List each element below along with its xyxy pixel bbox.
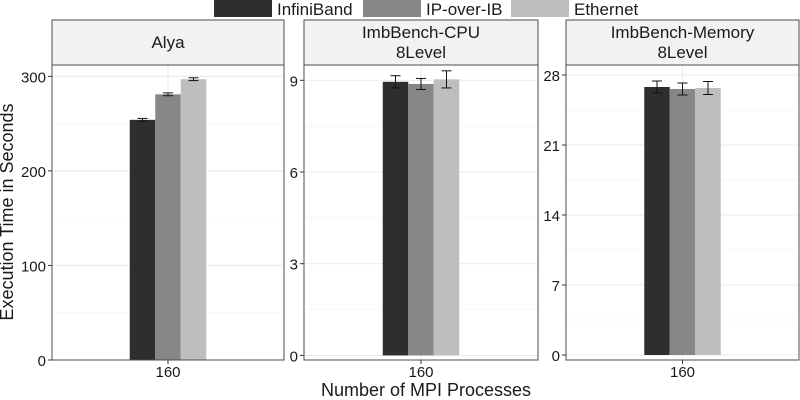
y-tick-label: 28 bbox=[543, 68, 560, 85]
legend-key-ip-over-ib bbox=[363, 0, 421, 17]
y-tick-label: 0 bbox=[552, 348, 560, 365]
legend-label-ip-over-ib: IP-over-IB bbox=[426, 0, 503, 19]
legend-key-infiniband bbox=[214, 0, 272, 17]
panel-alya: Alya 0 100 200 300 160 bbox=[21, 19, 285, 381]
bar-ethernet bbox=[180, 79, 207, 361]
bar-infiniband bbox=[382, 81, 409, 356]
panel-border bbox=[51, 64, 285, 361]
panel-title: ImbBench-Memory bbox=[611, 23, 755, 42]
legend-key-ethernet bbox=[511, 0, 569, 17]
panel-title: 8Level bbox=[657, 43, 707, 62]
y-tick-label: 0 bbox=[290, 348, 298, 365]
y-axis-label: Execution Time in Seconds bbox=[0, 103, 17, 320]
bar-ethernet bbox=[695, 88, 721, 355]
y-tick-label: 7 bbox=[552, 278, 560, 295]
panel-title: Alya bbox=[151, 33, 185, 52]
y-tick-label: 14 bbox=[543, 208, 560, 225]
legend-label-infiniband: InfiniBand bbox=[277, 0, 353, 19]
panel-header bbox=[565, 19, 800, 66]
legend: InfiniBand IP-over-IB Ethernet bbox=[214, 0, 639, 19]
bar-infiniband bbox=[129, 119, 156, 360]
y-tick-label: 0 bbox=[38, 353, 46, 370]
y-tick-label: 3 bbox=[290, 257, 298, 274]
bar-ip-over-ib bbox=[669, 89, 696, 355]
panel-header bbox=[303, 19, 539, 66]
panel-title: 8Level bbox=[396, 43, 446, 62]
y-tick-label: 100 bbox=[21, 258, 46, 275]
y-tick-label: 200 bbox=[21, 164, 46, 181]
y-tick-label: 21 bbox=[543, 138, 560, 155]
panel-border bbox=[565, 64, 800, 361]
y-tick-label: 300 bbox=[21, 69, 46, 86]
x-tick-label: 160 bbox=[155, 364, 180, 381]
bar-ethernet bbox=[433, 79, 460, 356]
y-tick-label: 9 bbox=[290, 73, 298, 90]
x-axis-label: Number of MPI Processes bbox=[321, 380, 531, 400]
x-tick-label: 160 bbox=[408, 364, 433, 381]
legend-label-ethernet: Ethernet bbox=[574, 0, 639, 19]
y-tick-label: 6 bbox=[290, 165, 298, 182]
bar-ip-over-ib bbox=[155, 94, 181, 360]
x-tick-label: 160 bbox=[670, 364, 695, 381]
chart-panels: Alya0100200300160ImbBench-CPU8Level03691… bbox=[21, 19, 800, 381]
bar-infiniband bbox=[644, 87, 670, 355]
panel-header bbox=[51, 19, 285, 66]
panel-border bbox=[303, 64, 539, 361]
bar-ip-over-ib bbox=[408, 83, 434, 356]
panel-title: ImbBench-CPU bbox=[362, 23, 480, 42]
